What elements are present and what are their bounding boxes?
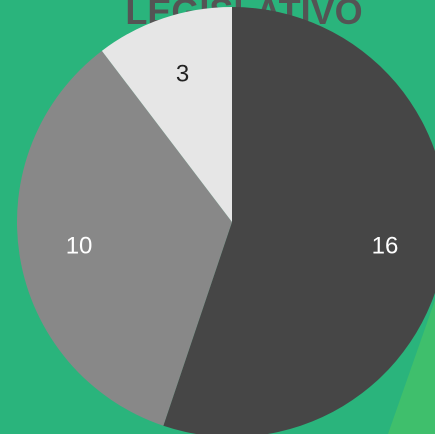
pie-slice	[17, 50, 232, 426]
pie-slice	[101, 6, 232, 222]
slice-label: 3	[176, 60, 189, 87]
slice-label: 16	[372, 232, 399, 259]
decoration	[388, 300, 435, 434]
pie: 16 10 3	[17, 6, 435, 434]
pie-slice	[163, 7, 435, 434]
slice-label: 10	[66, 232, 93, 259]
